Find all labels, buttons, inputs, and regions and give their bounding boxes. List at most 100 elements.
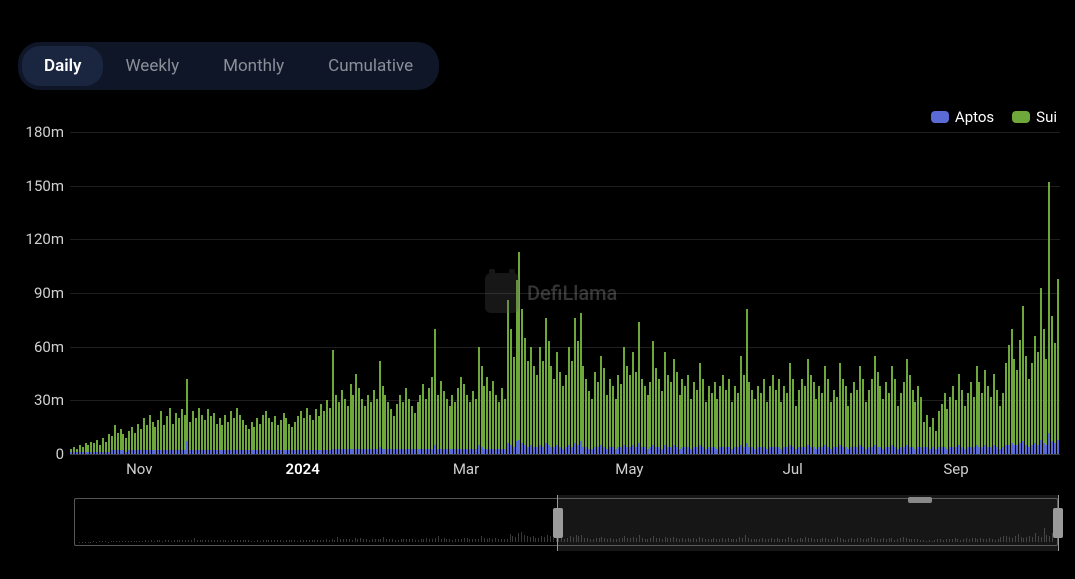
bar[interactable] [390,409,392,454]
bar[interactable] [833,390,835,454]
bar[interactable] [778,379,780,454]
bar[interactable] [874,356,876,454]
bar[interactable] [454,402,456,454]
bar[interactable] [451,395,453,454]
bar[interactable] [955,400,957,454]
bar[interactable] [609,379,611,454]
bar[interactable] [253,427,255,454]
bar[interactable] [871,379,873,454]
bar[interactable] [329,408,331,454]
bar[interactable] [152,422,154,454]
bar[interactable] [754,399,756,454]
bar[interactable] [195,418,197,454]
bar[interactable] [1043,329,1045,454]
bar[interactable] [746,309,748,454]
bar[interactable] [687,375,689,454]
bar[interactable] [786,393,788,454]
bar[interactable] [96,440,98,454]
bar[interactable] [853,382,855,454]
bar[interactable] [166,416,168,454]
bar[interactable] [1040,288,1042,454]
bar[interactable] [105,442,107,455]
bar[interactable] [93,443,95,454]
bar[interactable] [417,402,419,454]
bar[interactable] [393,416,395,454]
bar[interactable] [711,393,713,454]
bar[interactable] [801,379,803,454]
bar[interactable] [291,427,293,454]
bar[interactable] [315,409,317,454]
bar[interactable] [283,413,285,454]
bar[interactable] [684,386,686,454]
bar[interactable] [1013,359,1015,454]
bar[interactable] [186,379,188,454]
bar[interactable] [1045,359,1047,454]
bar[interactable] [358,388,360,454]
bar[interactable] [370,402,372,454]
bar[interactable] [221,425,223,454]
bar[interactable] [839,363,841,454]
bar[interactable] [655,368,657,454]
bar[interactable] [1051,316,1053,454]
bar[interactable] [297,416,299,454]
bar[interactable] [175,413,177,454]
bar[interactable] [620,384,622,454]
bar[interactable] [137,424,139,454]
bar[interactable] [1057,279,1059,454]
bar[interactable] [582,366,584,454]
bar[interactable] [1031,363,1033,454]
bar[interactable] [396,404,398,454]
bar[interactable] [192,411,194,454]
bar[interactable] [644,386,646,454]
bar[interactable] [382,386,384,454]
bar[interactable] [719,386,721,454]
bar[interactable] [489,391,491,454]
bar[interactable] [143,418,145,454]
bar[interactable] [236,408,238,454]
bar[interactable] [207,409,209,454]
bar[interactable] [111,436,113,454]
bar[interactable] [521,309,523,454]
bar[interactable] [373,390,375,454]
bar[interactable] [649,382,651,454]
bar[interactable] [877,372,879,454]
bar[interactable] [862,379,864,454]
bar[interactable] [102,438,104,454]
bar[interactable] [242,420,244,454]
bar[interactable] [626,366,628,454]
bar[interactable] [318,416,320,454]
bar[interactable] [428,388,430,454]
bar[interactable] [647,395,649,454]
bar[interactable] [731,402,733,454]
bar[interactable] [702,379,704,454]
bar[interactable] [352,395,354,454]
bar[interactable] [591,399,593,454]
bar[interactable] [82,447,84,454]
bar[interactable] [527,361,529,454]
bar[interactable] [789,363,791,454]
bar[interactable] [213,413,215,454]
bar[interactable] [984,370,986,454]
bar[interactable] [469,402,471,454]
bar[interactable] [216,424,218,454]
bar[interactable] [251,422,253,454]
bar[interactable] [224,415,226,454]
bar[interactable] [1016,370,1018,454]
bar[interactable] [559,372,561,454]
bar[interactable] [204,420,206,454]
bar[interactable] [664,352,666,454]
bar[interactable] [306,408,308,454]
bar[interactable] [181,409,183,454]
bar[interactable] [1022,306,1024,454]
bar[interactable] [128,431,130,454]
bar[interactable] [154,427,156,454]
bar[interactable] [125,438,127,454]
bar[interactable] [836,397,838,454]
bar[interactable] [912,390,914,454]
bar[interactable] [271,422,273,454]
bar[interactable] [780,402,782,454]
bar[interactable] [85,443,87,454]
bar[interactable] [73,447,75,454]
bar[interactable] [256,418,258,454]
bar[interactable] [120,429,122,454]
